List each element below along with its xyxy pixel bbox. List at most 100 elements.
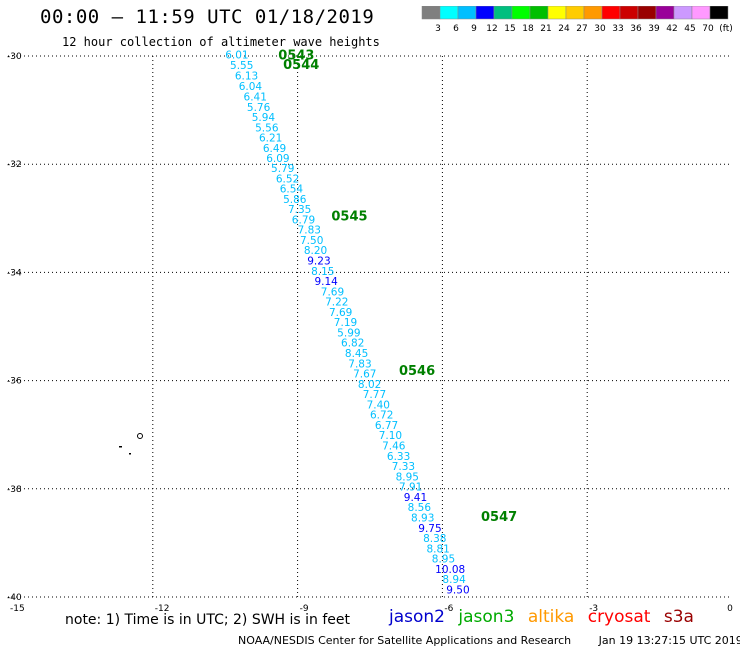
colorbar-label: 18 bbox=[522, 24, 534, 34]
wave-height-sample: 6.49 bbox=[263, 143, 286, 155]
wave-height-sample: 7.77 bbox=[363, 389, 386, 401]
legend-jason3: jason3 bbox=[458, 607, 515, 627]
longitude-tick-label: -12 bbox=[155, 604, 170, 614]
credit-text: NOAA/NESDIS Center for Satellite Applica… bbox=[238, 634, 572, 647]
wave-height-sample: 8.56 bbox=[408, 502, 432, 514]
latitude-tick-label: -40 bbox=[7, 593, 22, 603]
wave-height-sample: 5.55 bbox=[230, 60, 253, 72]
colorbar-label: 39 bbox=[648, 24, 660, 34]
legend-altika: altika bbox=[527, 607, 575, 627]
wave-height-sample: 7.33 bbox=[392, 461, 415, 473]
wave-height-sample: 5.99 bbox=[337, 327, 360, 339]
colorbar-label: 36 bbox=[630, 24, 642, 34]
wave-height-sample: 7.91 bbox=[399, 482, 422, 494]
wave-height-sample: 5.86 bbox=[283, 194, 307, 206]
wave-height-sample: 6.01 bbox=[225, 49, 248, 61]
wave-height-sample: 7.83 bbox=[348, 358, 371, 370]
wave-height-sample: 9.14 bbox=[314, 276, 338, 288]
longitude-tick-label: -15 bbox=[10, 604, 25, 614]
wave-height-sample: 8.20 bbox=[304, 245, 327, 257]
wave-height-sample: 8.95 bbox=[396, 471, 419, 483]
generated-timestamp: Jan 19 13:27:15 UTC 2019 bbox=[598, 634, 740, 647]
colorbar-swatch bbox=[709, 6, 729, 20]
wave-height-sample: 7.69 bbox=[329, 307, 352, 319]
latitude-tick-label: -36 bbox=[7, 377, 22, 387]
legend-s3a: s3a bbox=[663, 607, 694, 627]
wave-height-sample: 7.50 bbox=[300, 235, 323, 247]
pass-time-label: 0547 bbox=[481, 510, 517, 525]
wave-height-sample: 7.10 bbox=[379, 430, 402, 442]
colorbar-label: 3 bbox=[435, 24, 441, 34]
wave-height-sample: 6.77 bbox=[375, 420, 398, 432]
longitude-tick-label: 0 bbox=[727, 604, 733, 614]
pass-time-label: 0544 bbox=[283, 58, 319, 73]
colorbar-label: 6 bbox=[453, 24, 459, 34]
wave-height-sample: 7.40 bbox=[367, 399, 390, 411]
wave-height-sample: 6.21 bbox=[259, 133, 282, 145]
wave-height-sample: 5.79 bbox=[271, 163, 294, 175]
satellite-legend: jason2 jason3 altika cryosat s3a bbox=[389, 607, 702, 627]
wave-height-sample: 7.46 bbox=[382, 441, 406, 453]
wave-height-sample: 6.13 bbox=[235, 70, 258, 82]
wave-height-sample: 6.09 bbox=[266, 153, 289, 165]
colorbar-label: 21 bbox=[540, 24, 551, 34]
wave-height-sample: 8.94 bbox=[442, 574, 466, 586]
wave-height-sample: 6.04 bbox=[239, 81, 263, 93]
latitude-tick-label: -30 bbox=[7, 52, 22, 62]
legend-jason2: jason2 bbox=[389, 607, 445, 627]
latitude-tick-label: -32 bbox=[7, 160, 22, 170]
wave-height-sample: 5.56 bbox=[255, 122, 279, 134]
wave-height-sample: 7.22 bbox=[325, 297, 348, 309]
page-title: 00:00 – 11:59 UTC 01/18/2019 bbox=[40, 6, 375, 28]
colorbar-label: 70 bbox=[702, 24, 714, 34]
colorbar-label: 24 bbox=[558, 24, 570, 34]
wave-height-sample: 5.76 bbox=[247, 102, 271, 114]
wave-height-sample: 8.02 bbox=[358, 379, 381, 391]
colorbar-label: 12 bbox=[486, 24, 497, 34]
wave-height-sample: 8.93 bbox=[411, 512, 434, 524]
wave-height-sample: 8.15 bbox=[311, 266, 334, 278]
units-note: note: 1) Time is in UTC; 2) SWH is in fe… bbox=[65, 612, 351, 628]
longitude-tick-label: -3 bbox=[589, 604, 598, 614]
colorbar-label: 27 bbox=[576, 24, 587, 34]
wave-height-sample: 9.50 bbox=[446, 584, 469, 596]
wave-height-sample: 7.67 bbox=[353, 369, 376, 381]
wave-height-sample: 6.54 bbox=[280, 184, 304, 196]
wave-height-sample: 6.79 bbox=[292, 214, 315, 226]
wave-height-sample: 7.69 bbox=[321, 286, 344, 298]
wave-height-sample: 7.83 bbox=[298, 225, 321, 237]
pass-time-label: 0545 bbox=[331, 210, 367, 225]
wave-height-sample: 9.23 bbox=[307, 255, 330, 267]
wave-height-sample: 6.82 bbox=[341, 338, 364, 350]
wave-height-sample: 6.41 bbox=[244, 92, 267, 104]
wave-height-sample: 8.95 bbox=[432, 554, 455, 566]
wave-height-sample: 10.08 bbox=[435, 564, 465, 576]
colorbar-label: 9 bbox=[471, 24, 477, 34]
colorbar-label: 15 bbox=[504, 24, 515, 34]
latitude-tick-label: -34 bbox=[7, 268, 22, 278]
wave-height-sample: 6.72 bbox=[370, 410, 393, 422]
wave-height-sample: 9.41 bbox=[404, 492, 427, 504]
page-subtitle: 12 hour collection of altimeter wave hei… bbox=[62, 35, 380, 49]
pass-time-label: 0546 bbox=[399, 364, 435, 379]
longitude-tick-label: -6 bbox=[444, 604, 453, 614]
wave-height-sample: 5.94 bbox=[252, 112, 276, 124]
wave-height-sample: 8.38 bbox=[423, 533, 446, 545]
wave-height-sample: 8.81 bbox=[426, 543, 449, 555]
wave-height-sample: 6.33 bbox=[387, 451, 410, 463]
island-outline bbox=[119, 433, 143, 455]
pass-time-label: 0543 bbox=[278, 48, 314, 63]
colorbar-label: 33 bbox=[612, 24, 623, 34]
wave-height-sample: 8.45 bbox=[345, 348, 368, 360]
wave-height-sample: 6.52 bbox=[276, 173, 299, 185]
colorbar-label: 42 bbox=[666, 24, 677, 34]
longitude-tick-label: -9 bbox=[300, 604, 309, 614]
color-scale-legend: 3 6 9 12 15 18 21 24 27 30 33 36 39 42 45 70 (ft) bbox=[421, 6, 732, 34]
wave-height-sample: 9.75 bbox=[418, 523, 441, 535]
footer-credit: NOAA/NESDIS Center for Satellite Applica… bbox=[238, 634, 740, 647]
wave-height-sample: 7.19 bbox=[334, 317, 357, 329]
latitude-tick-label: -38 bbox=[7, 485, 22, 495]
legend-cryosat: cryosat bbox=[587, 607, 651, 627]
colorbar-label: 45 bbox=[684, 24, 695, 34]
